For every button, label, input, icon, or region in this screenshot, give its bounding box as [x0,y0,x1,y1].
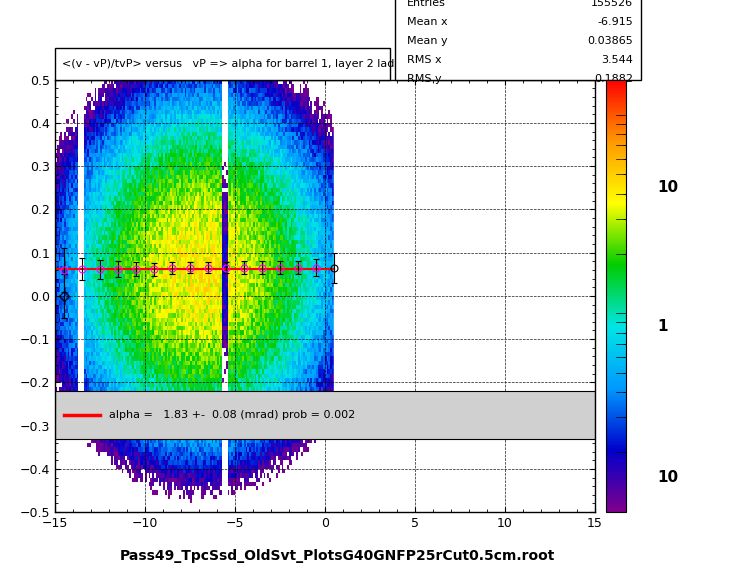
Text: 0.1882: 0.1882 [595,75,633,84]
Text: 10: 10 [657,180,678,195]
Bar [334,80,595,512]
Text: RMS y: RMS y [407,75,442,84]
Text: 10: 10 [657,470,678,485]
Text: <(v - vP)/tvP> versus   vP => alpha for barrel 1, layer 2 ladder 3, all wafers: <(v - vP)/tvP> versus vP => alpha for ba… [62,59,484,69]
Text: Mean x: Mean x [407,17,448,27]
Text: Mean y: Mean y [407,36,448,46]
Text: Pass49_TpcSsd_OldSvt_PlotsG40GNFP25rCut0.5cm.root: Pass49_TpcSsd_OldSvt_PlotsG40GNFP25rCut0… [120,549,556,563]
Text: Entries: Entries [407,0,446,8]
Text: RMS x: RMS x [407,55,442,65]
Text: 0.03865: 0.03865 [588,36,633,46]
Text: 3.544: 3.544 [602,55,633,65]
Text: -6.915: -6.915 [597,17,633,27]
Text: alpha =   1.83 +-  0.08 (mrad) prob = 0.002: alpha = 1.83 +- 0.08 (mrad) prob = 0.002 [109,410,355,420]
Text: 155526: 155526 [592,0,633,8]
Text: 1: 1 [657,319,667,333]
Bar [55,391,595,439]
